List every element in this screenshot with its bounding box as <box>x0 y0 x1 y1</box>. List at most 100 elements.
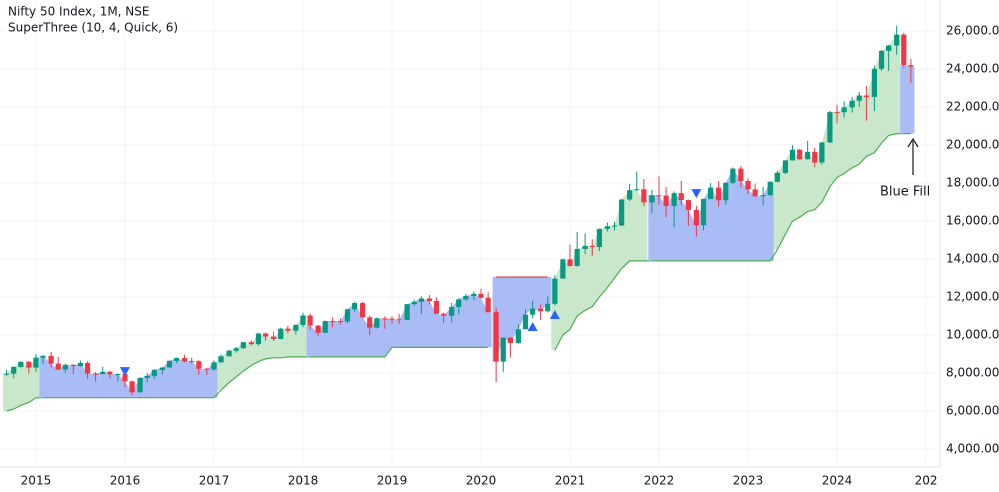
x-tick-label: 202 <box>915 474 938 488</box>
candle-body <box>627 190 633 200</box>
chart-title: Nifty 50 Index, 1M, NSE <box>8 5 150 19</box>
candle-body <box>204 368 210 370</box>
x-tick-label: 2020 <box>466 474 497 488</box>
y-tick-label: 4,000.00 <box>946 442 999 456</box>
candle-body <box>596 228 602 248</box>
candle-body <box>471 293 477 296</box>
candle-body <box>894 34 900 46</box>
y-tick-label: 12,000.00 <box>946 290 999 304</box>
candle-body <box>685 200 691 210</box>
candle-body <box>70 364 76 367</box>
x-tick-label: 2018 <box>288 474 319 488</box>
legend-background <box>4 3 174 35</box>
candle-body <box>433 301 440 314</box>
x-tick-label: 2021 <box>555 474 586 488</box>
candle-body <box>515 329 521 343</box>
candle-body <box>144 375 150 378</box>
candle-body <box>404 304 410 320</box>
candle-body <box>805 151 811 160</box>
candle-body <box>329 320 335 322</box>
candle-body <box>26 361 32 368</box>
candle-body <box>716 187 722 201</box>
candle-body <box>634 189 640 191</box>
candle-body <box>456 299 462 308</box>
candle-body <box>500 337 506 362</box>
candle-body <box>344 309 351 322</box>
candle-body <box>797 149 803 160</box>
annotation-arrowhead <box>907 137 919 148</box>
candle-body <box>560 259 566 279</box>
x-tick-label: 2022 <box>644 474 675 488</box>
y-tick-label: 22,000.00 <box>946 100 999 114</box>
candle-body <box>11 366 17 374</box>
y-tick-label: 14,000.00 <box>946 252 999 266</box>
x-tick-label: 2024 <box>822 474 853 488</box>
stop-line <box>6 397 37 412</box>
annotation: Blue Fill <box>880 185 930 200</box>
candle-body <box>360 303 366 318</box>
candle-body <box>40 355 46 358</box>
candle-body <box>441 313 447 316</box>
candle-body <box>271 336 277 340</box>
candle-body <box>693 209 699 226</box>
x-tick-label: 2016 <box>110 474 141 488</box>
candle-body <box>611 225 618 227</box>
y-tick-label: 6,000.00 <box>946 404 999 418</box>
candle-body <box>300 315 306 325</box>
candle-body <box>485 297 491 313</box>
candle-body <box>538 308 544 312</box>
candle-body <box>552 278 558 304</box>
fill-band <box>900 65 915 134</box>
stop-line-connector <box>769 249 778 262</box>
candle-body <box>493 312 499 362</box>
stop-line <box>554 260 644 351</box>
candle-body <box>507 337 513 343</box>
candle-body <box>812 151 818 163</box>
candle-body <box>663 195 669 206</box>
plot-area <box>0 0 940 467</box>
candle-body <box>463 295 469 300</box>
candle-body <box>92 373 99 375</box>
candle-body <box>819 142 825 163</box>
candle-body <box>767 181 773 196</box>
y-tick-label: 8,000.00 <box>946 366 999 380</box>
candle-body <box>166 360 173 368</box>
candle-body <box>841 107 847 113</box>
candle-body <box>367 317 373 328</box>
candle-body <box>886 45 892 51</box>
candle-body <box>752 189 758 197</box>
candle-body <box>649 195 655 203</box>
candle-body <box>255 333 262 345</box>
candle-body <box>774 172 780 182</box>
candle-body <box>863 95 869 97</box>
x-tick-label: 2019 <box>377 474 408 488</box>
candle-body <box>827 112 833 143</box>
candle-body <box>159 367 165 370</box>
candle-body <box>352 303 358 310</box>
candle-body <box>293 324 299 331</box>
candle-body <box>641 189 647 203</box>
y-tick-label: 16,000.00 <box>946 214 999 228</box>
candle-body <box>196 361 202 369</box>
candle-body <box>337 321 343 323</box>
candle-body <box>418 298 424 302</box>
candle-body <box>396 319 402 321</box>
candle-body <box>789 149 796 161</box>
candle-body <box>84 362 91 374</box>
candle-body <box>782 160 788 173</box>
signal-marker <box>691 189 702 199</box>
signal-marker <box>527 322 538 332</box>
candle-body <box>604 226 610 229</box>
candle-body <box>449 307 455 316</box>
candle-body <box>248 342 254 345</box>
candle-body <box>856 95 862 101</box>
candle-body <box>107 371 113 375</box>
candle-body <box>218 356 224 363</box>
candle-body <box>760 195 766 197</box>
candle-body <box>151 369 157 376</box>
candle-body <box>411 301 417 305</box>
candle-body <box>700 199 707 226</box>
y-tick-label: 20,000.00 <box>946 138 999 152</box>
candle-body <box>567 259 573 266</box>
